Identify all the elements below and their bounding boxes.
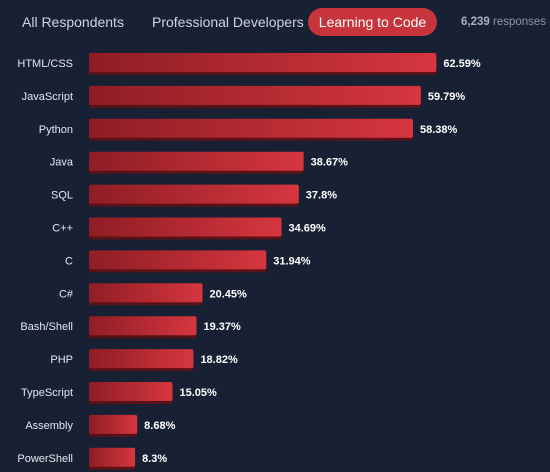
bar[interactable] xyxy=(89,250,267,270)
value-label: 38.67% xyxy=(311,157,349,169)
bar[interactable] xyxy=(89,349,194,369)
value-label: 62.59% xyxy=(443,58,481,70)
tab-all-respondents[interactable]: All Respondents xyxy=(22,14,124,30)
category-label: HTML/CSS xyxy=(17,58,73,70)
bar[interactable] xyxy=(89,283,203,303)
category-label: Bash/Shell xyxy=(20,321,73,333)
category-label: Python xyxy=(39,124,73,136)
value-label: 15.05% xyxy=(180,387,218,399)
value-label: 20.45% xyxy=(209,288,247,300)
bar[interactable] xyxy=(89,85,421,105)
value-label: 19.37% xyxy=(204,321,242,333)
bar[interactable] xyxy=(89,316,197,336)
bar[interactable] xyxy=(89,382,173,401)
responses-label: responses xyxy=(492,16,547,28)
value-label: 8.3% xyxy=(142,453,167,465)
bar[interactable] xyxy=(89,414,138,434)
bar[interactable] xyxy=(89,447,136,467)
value-label: 18.82% xyxy=(200,354,238,366)
bar[interactable] xyxy=(89,53,437,72)
value-label: 31.94% xyxy=(273,255,311,267)
category-label: TypeScript xyxy=(21,387,73,399)
category-label: Assembly xyxy=(25,420,73,432)
category-label: PowerShell xyxy=(17,453,73,465)
value-label: 37.8% xyxy=(306,190,337,202)
value-label: 58.38% xyxy=(420,124,458,136)
value-label: 59.79% xyxy=(428,91,466,103)
bar[interactable] xyxy=(89,118,414,138)
category-label: SQL xyxy=(51,190,73,202)
tab-professional-developers[interactable]: Professional Developers xyxy=(152,14,304,30)
value-label: 8.68% xyxy=(144,420,175,432)
bar[interactable] xyxy=(89,184,299,204)
audience-tabs: All Respondents Professional Developers … xyxy=(0,8,550,38)
tab-learning-to-code[interactable]: Learning to Code xyxy=(308,8,437,36)
bar[interactable] xyxy=(89,217,282,237)
bar[interactable] xyxy=(89,151,304,171)
category-label: C++ xyxy=(52,223,73,235)
responses-count: 6,239 responses xyxy=(461,8,546,36)
value-label: 34.69% xyxy=(289,223,327,235)
category-label: Java xyxy=(50,157,74,169)
category-label: C# xyxy=(59,288,74,300)
responses-number: 6,239 xyxy=(461,16,490,28)
category-label: JavaScript xyxy=(22,91,73,103)
category-label: PHP xyxy=(50,354,73,366)
category-label: C xyxy=(65,255,73,267)
